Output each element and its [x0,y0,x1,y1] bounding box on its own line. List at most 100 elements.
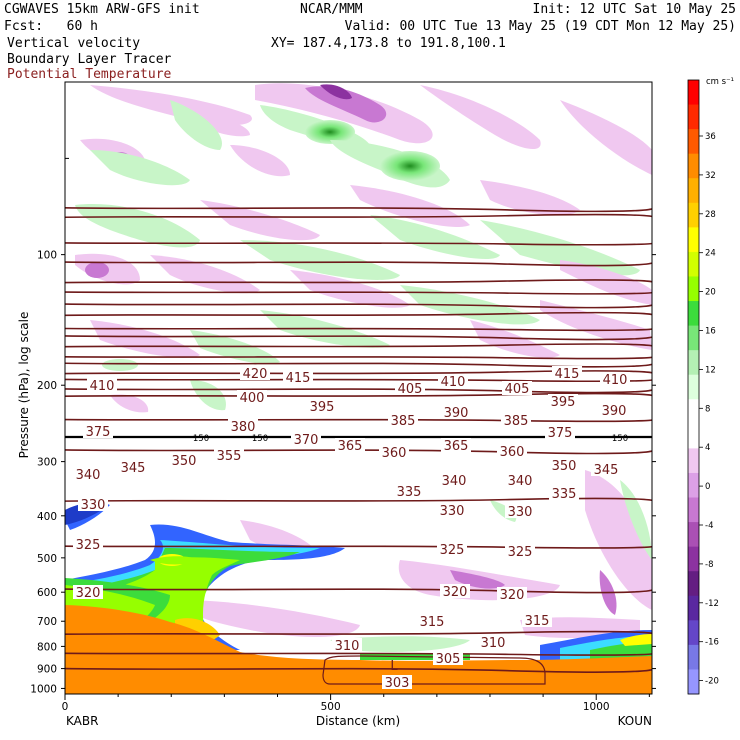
colorbar-swatch [688,129,699,155]
y-tick-label: 300 [37,457,57,469]
org-label: NCAR/MMM [300,2,363,17]
colorbar-label: -16 [705,638,719,648]
theta-label-bg [118,460,148,474]
colorbar-swatch [688,571,699,597]
theta-label-bg [417,614,447,628]
theta-label-325: 325 [440,543,465,558]
colorbar-swatch [688,497,699,523]
x-axis: 0 500 1000 [62,694,650,713]
theta-label-bg [441,438,471,452]
colorbar-swatch [688,301,699,327]
y-tick-label: 100 [37,250,57,262]
theta-label-315: 315 [420,615,445,630]
theta-label-bg [437,542,467,556]
theta-label-410: 410 [441,375,466,390]
y-axis: 100 200 300 400 500 600 700 800 900 1000 [30,81,656,695]
theta-label-bg [73,585,103,599]
theta-label-bg [433,651,463,665]
theta-label-325: 325 [76,538,101,553]
colorbar-swatch [688,104,699,130]
theta-label-bg [395,381,425,395]
theta-label-410: 410 [90,379,115,394]
theta-label-315: 315 [525,614,550,629]
theta-contour-360 [65,362,652,368]
colorbar-swatch [688,153,699,179]
theta-label-bg [600,372,630,386]
theta-label-415: 415 [286,371,311,386]
potential-temperature-labels: 420 415 415 410 410 410 405 405 400 395 395 390 390 3… [73,366,630,691]
colorbar-label: 8 [705,404,710,414]
theta-label-370: 370 [294,433,319,448]
theta-label-bg [478,635,508,649]
theta-contour-405 [65,261,652,267]
theta-label-bg [291,432,321,446]
theta-contour-355 [65,370,652,375]
theta-label-330: 330 [81,498,106,513]
theta-label-bg [545,425,575,439]
theta-label-350: 350 [172,454,197,469]
model-title: CGWAVES 15km ARW-GFS init [4,2,200,17]
y-tick-label: 900 [37,664,57,676]
forecast-hour: Fcst: 60 h [4,19,98,34]
theta-label-345: 345 [121,461,146,476]
theta-label-bg [439,473,469,487]
colorbar-swatch [688,178,699,204]
y-tick-label: 800 [37,641,57,653]
theta-label-bg [599,403,629,417]
theta-label-bg [237,390,267,404]
colorbar-label: -20 [705,677,719,687]
theta-label-bg [335,438,365,452]
theta-label-365: 365 [444,439,469,454]
theta-label-bg [497,444,527,458]
colorbar-label: 12 [705,365,716,375]
colorbar-swatch [688,202,699,228]
plot-area: 420 415 415 410 410 410 405 405 400 395 395 390 390 3… [65,82,652,694]
theta-contour-400 [65,279,652,284]
y-tick-label: 400 [37,511,57,523]
theta-label-330: 330 [440,504,465,519]
endpoint-right: KOUN [618,714,652,728]
colorbar-label: 32 [705,171,716,181]
theta-label-405: 405 [398,382,423,397]
colorbar-swatch [688,251,699,277]
plot-frame [64,81,653,695]
theta-label-375: 375 [548,426,573,441]
tropopause-label: 150 [193,434,209,444]
terrain-low-contour [322,655,546,685]
y-tick-label: 600 [37,587,57,599]
theta-label-bg [591,462,621,476]
theta-label-bg [283,370,313,384]
y-tick-label: 500 [37,553,57,565]
y-tick-label: 700 [37,616,57,628]
colorbar-label: -4 [705,521,713,531]
theta-label-bg [214,448,244,462]
theta-label-380: 380 [231,420,256,435]
colorbar-swatch [688,472,699,499]
x-axis-label: Distance (km) [316,714,400,728]
colorbar-swatch [688,374,699,400]
theta-label-bg [240,366,270,380]
colorbar-swatch [688,80,699,106]
init-time: Init: 12 UTC Sat 10 May 25 [533,2,737,17]
theta-label-bg [497,587,527,601]
theta-label-bg [228,419,258,433]
low-label: L [390,659,398,674]
theta-label-355: 355 [217,449,242,464]
theta-label-bg [437,503,467,517]
theta-contour-380 [65,327,652,332]
colorbar-swatch [688,620,699,646]
theta-label-bg [307,399,337,413]
terrain [65,605,652,694]
theta-contour-335 [65,418,652,423]
theta-label-405: 405 [505,382,530,397]
colorbar-label: -12 [705,599,719,609]
theta-label-320: 320 [443,585,468,600]
theta-label-350: 350 [552,459,577,474]
theta-label-345: 345 [594,463,619,478]
colorbar-label: 0 [705,482,710,492]
theta-label-bg [502,381,532,395]
colorbar-swatch [688,522,699,548]
theta-contour-340 [65,392,652,397]
theta-contour-365 [65,356,652,360]
